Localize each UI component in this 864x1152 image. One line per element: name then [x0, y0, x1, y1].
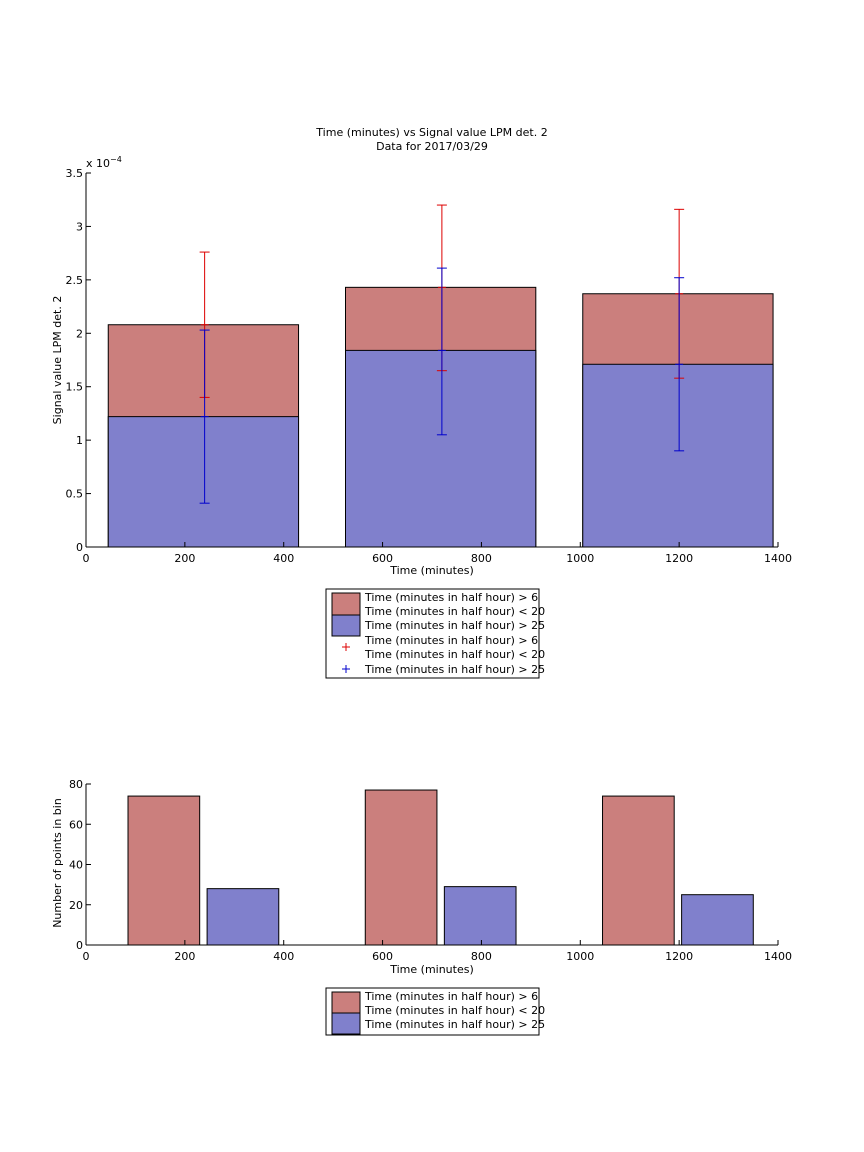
- top-legend-rederr-label-2: Time (minutes in half hour) < 20: [364, 648, 545, 661]
- bottom-xtick-label: 1000: [566, 950, 594, 963]
- bottom-xtick-label: 400: [273, 950, 294, 963]
- bottom-xtick-label: 200: [174, 950, 195, 963]
- bottom-legend-red-label-1: Time (minutes in half hour) > 6: [364, 990, 538, 1003]
- bottom-plot-area: 0 200 400 600 800 1000 1200 1400 0 20 40 60 80: [69, 778, 792, 963]
- bottom-xtick-label: 600: [372, 950, 393, 963]
- bottom-legend-red-swatch: [331, 991, 361, 1014]
- bottom-bar-blue: [206, 888, 280, 946]
- top-chart: Time (minutes) vs Signal value LPM det. …: [51, 126, 792, 577]
- top-legend-box: [325, 588, 540, 679]
- top-bar-blue: [107, 416, 300, 548]
- bottom-xtick-label: 800: [471, 950, 492, 963]
- bottom-ytick-label: 60: [69, 818, 83, 831]
- top-legend: Time (minutes in half hour) > 6 Time (mi…: [325, 588, 545, 679]
- top-plot-area: 0 200 400 600 800 1000 1200 1400 0 0.5 1 1.5 2 2.5 3 3.…: [66, 167, 793, 565]
- top-xtick-label: 600: [372, 552, 393, 565]
- top-ytick-label: 1: [76, 434, 83, 447]
- top-chart-title: Time (minutes) vs Signal value LPM det. …: [315, 126, 547, 139]
- bottom-chart-ylabel: Number of points in bin: [51, 798, 64, 928]
- top-chart-xlabel: Time (minutes): [389, 564, 474, 577]
- top-chart-exponent-prefix: x 10: [86, 157, 110, 170]
- top-ytick-label: 0.5: [66, 488, 84, 501]
- top-ytick-label: 1.5: [66, 381, 84, 394]
- top-ytick-label: 3.5: [66, 167, 84, 180]
- bottom-chart: 0 200 400 600 800 1000 1200 1400 0 20 40 60 80 Time …: [51, 778, 792, 976]
- bottom-xtick-label: 1400: [764, 950, 792, 963]
- bottom-bar-blue: [443, 886, 517, 946]
- top-xtick-label: 1000: [566, 552, 594, 565]
- top-legend-blue-label: Time (minutes in half hour) > 25: [364, 619, 545, 632]
- top-legend-rederr-marker: [342, 643, 350, 651]
- bottom-bar-red: [127, 795, 201, 946]
- bottom-legend-blue-swatch: [331, 1012, 361, 1035]
- top-legend-blue-swatch: [331, 614, 361, 637]
- top-xtick-label: 400: [273, 552, 294, 565]
- top-ytick-label: 0: [76, 541, 83, 554]
- top-legend-red-label-2: Time (minutes in half hour) < 20: [364, 605, 545, 618]
- top-chart-ylabel: Signal value LPM det. 2: [51, 296, 64, 425]
- top-ytick-label: 2: [76, 327, 83, 340]
- bottom-ytick-label: 20: [69, 899, 83, 912]
- bottom-ytick-label: 80: [69, 778, 83, 791]
- bottom-bar-red: [602, 795, 675, 946]
- top-legend-blueerr-marker: [342, 665, 350, 673]
- top-xtick-label: 1400: [764, 552, 792, 565]
- top-chart-exponent: x 10−4: [86, 155, 122, 170]
- top-xtick-label: 200: [174, 552, 195, 565]
- bottom-ytick-label: 40: [69, 859, 83, 872]
- bottom-legend-box: [325, 987, 540, 1036]
- top-ytick-label: 2.5: [66, 274, 84, 287]
- bottom-bar-blue: [681, 894, 754, 946]
- top-xtick-label: 0: [83, 552, 90, 565]
- bottom-xtick-label: 0: [83, 950, 90, 963]
- top-xtick-label: 1200: [665, 552, 693, 565]
- top-ytick-label: 3: [76, 220, 83, 233]
- bottom-bar-red: [364, 789, 438, 946]
- top-bar-blue: [345, 349, 537, 548]
- bottom-legend-red-label-2: Time (minutes in half hour) < 20: [364, 1004, 545, 1017]
- bottom-legend-blue-label: Time (minutes in half hour) > 25: [364, 1018, 545, 1031]
- top-legend-rederr-label-1: Time (minutes in half hour) > 6: [364, 634, 538, 647]
- bottom-chart-xlabel: Time (minutes): [389, 963, 474, 976]
- bottom-legend: Time (minutes in half hour) > 6 Time (mi…: [325, 987, 545, 1036]
- top-legend-blueerr-label: Time (minutes in half hour) > 25: [364, 663, 545, 676]
- top-xtick-label: 800: [471, 552, 492, 565]
- top-legend-red-label-1: Time (minutes in half hour) > 6: [364, 591, 538, 604]
- bottom-xtick-label: 1200: [665, 950, 693, 963]
- top-bar-blue: [582, 363, 774, 548]
- top-legend-red-swatch: [331, 592, 361, 616]
- bottom-ytick-label: 0: [76, 939, 83, 952]
- top-chart-exponent-sup: −4: [110, 155, 122, 164]
- top-chart-subtitle: Data for 2017/03/29: [376, 140, 488, 153]
